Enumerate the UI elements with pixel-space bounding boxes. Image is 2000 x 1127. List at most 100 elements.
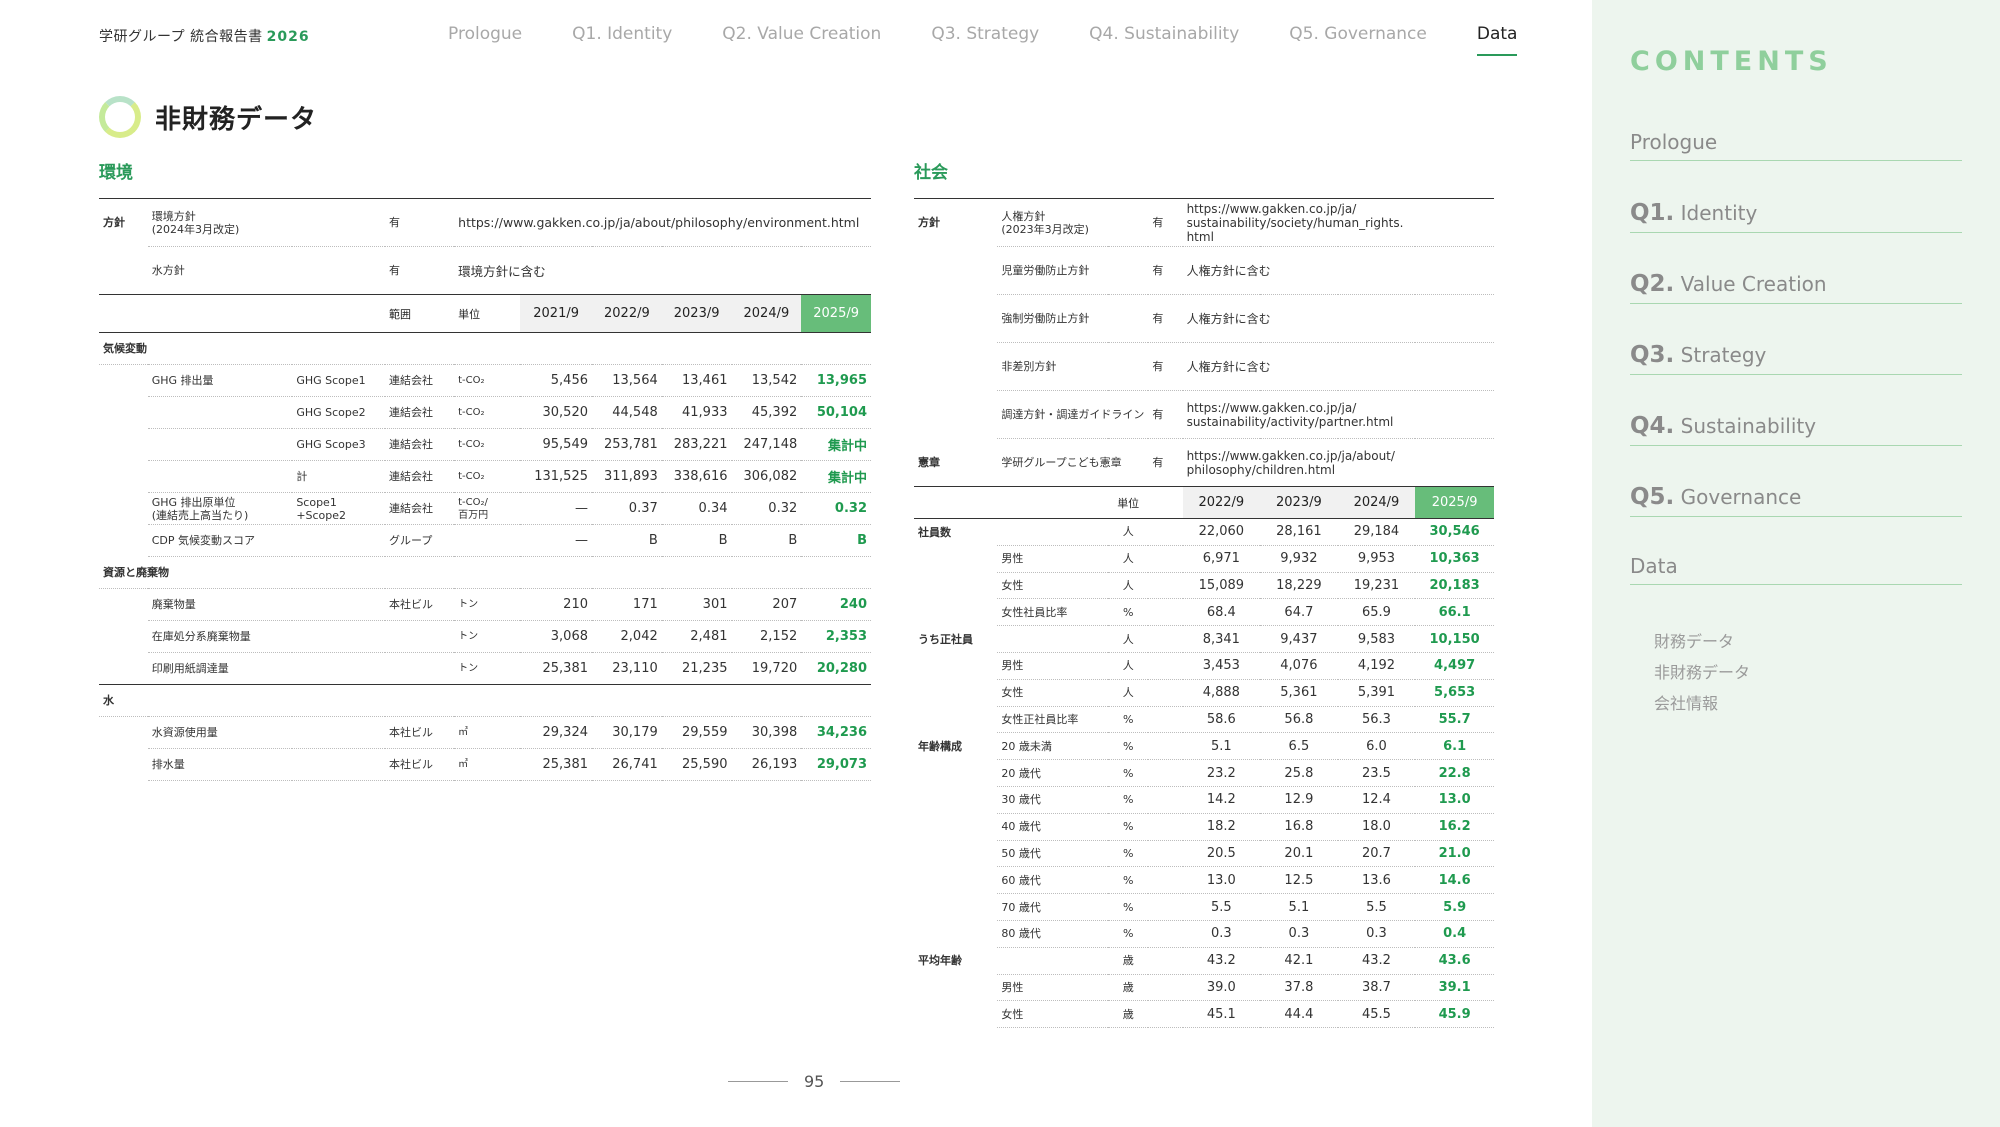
row-value: 22,060 bbox=[1182, 518, 1261, 546]
sidebar-item-label: Sustainability bbox=[1680, 414, 1817, 438]
sidebar-item-governance[interactable]: Q5. Governance bbox=[1630, 484, 1962, 517]
row-sub bbox=[292, 588, 385, 621]
social-policy-row: 強制労働防止方針有人権方針に含む bbox=[914, 294, 1494, 343]
social-data-row: 男性人 3,453 4,076 4,192 4,497 bbox=[914, 652, 1494, 680]
row-value: 42.1 bbox=[1260, 947, 1338, 975]
row-value: 2,481 bbox=[661, 620, 732, 653]
charter-name: 学研グループこども憲章 bbox=[997, 438, 1149, 487]
row-category: うち正社員 bbox=[918, 632, 973, 646]
sidebar-item-prefix: Q3. bbox=[1630, 342, 1675, 368]
row-item: 女性 bbox=[997, 572, 1109, 600]
row-value: 2,152 bbox=[731, 620, 802, 653]
sidebar-item-value-creation[interactable]: Q2. Value Creation bbox=[1630, 271, 1962, 304]
env-group-row: 気候変動 bbox=[99, 332, 871, 365]
env-data-row: CDP 気候変動スコア グループ — B B B B bbox=[99, 524, 871, 557]
nav-tab-q1-identity[interactable]: Q1. Identity bbox=[572, 24, 673, 44]
policy-status: 有 bbox=[384, 246, 455, 295]
row-value: 9,583 bbox=[1337, 625, 1416, 653]
group-label: 水 bbox=[99, 684, 871, 717]
row-value: B bbox=[731, 524, 802, 557]
sidebar-item-identity[interactable]: Q1. Identity bbox=[1630, 200, 1962, 233]
row-value: 253,781 bbox=[592, 428, 662, 461]
sidebar-item-sustainability[interactable]: Q4. Sustainability bbox=[1630, 413, 1962, 446]
row-category bbox=[914, 679, 997, 706]
col-unit: 単位 bbox=[458, 307, 481, 321]
row-item: 40 歳代 bbox=[997, 813, 1109, 841]
sidebar-subitem[interactable]: 財務データ bbox=[1654, 632, 1735, 651]
charter-status: 有 bbox=[1148, 438, 1183, 487]
row-unit: 人 bbox=[1108, 518, 1149, 546]
row-unit: 人 bbox=[1108, 572, 1149, 600]
env-table: 方針 環境方針 (2024年3月改定) 有 https://www.gakken.co.… bbox=[99, 198, 871, 781]
row-unit: % bbox=[1108, 759, 1149, 787]
row-value: 29,559 bbox=[661, 716, 732, 749]
policy-label bbox=[914, 391, 997, 439]
sidebar-item-prologue[interactable]: Prologue bbox=[1630, 130, 1962, 161]
row-value: 21.0 bbox=[1415, 840, 1494, 868]
social-header-row: 単位 2022/9 2023/9 2024/9 2025/9 bbox=[914, 486, 1494, 519]
row-value: 37.8 bbox=[1260, 974, 1338, 1002]
sidebar-item-label: Value Creation bbox=[1680, 272, 1827, 296]
nav-tab-q5-governance[interactable]: Q5. Governance bbox=[1289, 24, 1427, 44]
row-value: 22.8 bbox=[1415, 759, 1494, 787]
row-unit: トン bbox=[454, 652, 521, 685]
row-value: 25,590 bbox=[661, 748, 732, 781]
row-value: 29,324 bbox=[520, 716, 592, 749]
row-scope: 本社ビル bbox=[384, 716, 455, 749]
row-value: 18.0 bbox=[1337, 813, 1416, 841]
row-item: 水資源使用量 bbox=[147, 716, 293, 749]
sidebar-subitem[interactable]: 会社情報 bbox=[1654, 694, 1719, 713]
social-data-row: 女性人 15,089 18,229 19,231 20,183 bbox=[914, 572, 1494, 600]
nav-tab-prologue[interactable]: Prologue bbox=[448, 24, 523, 44]
row-value: 13,542 bbox=[731, 364, 802, 397]
row-scope bbox=[384, 652, 455, 685]
row-value: — bbox=[520, 492, 592, 525]
policy-detail: 人権方針に含む bbox=[1182, 294, 1494, 343]
row-category: 平均年齢 bbox=[918, 954, 962, 968]
sidebar-item-prefix: Q5. bbox=[1630, 484, 1675, 510]
row-item: 20 歳代 bbox=[997, 759, 1109, 787]
row-value: 2,353 bbox=[801, 620, 871, 653]
social-data-row: 40 歳代% 18.2 16.8 18.0 16.2 bbox=[914, 813, 1494, 841]
row-value: 30,546 bbox=[1415, 518, 1494, 546]
row-value: 23,110 bbox=[592, 652, 662, 685]
sidebar-subitem[interactable]: 非財務データ bbox=[1654, 663, 1751, 682]
row-scope: 本社ビル bbox=[384, 588, 455, 621]
row-value: B bbox=[801, 524, 871, 557]
row-value: 13,564 bbox=[592, 364, 662, 397]
row-item: 男性 bbox=[997, 545, 1109, 573]
row-unit: % bbox=[1108, 893, 1149, 921]
nav-tab-q3-strategy[interactable]: Q3. Strategy bbox=[931, 24, 1040, 44]
divider bbox=[840, 1081, 901, 1082]
row-category bbox=[914, 599, 997, 626]
row-unit: % bbox=[1108, 786, 1149, 814]
row-item: 女性社員比率 bbox=[997, 598, 1109, 627]
row-value: 56.3 bbox=[1337, 706, 1416, 734]
policy-status: 有 bbox=[384, 198, 455, 247]
row-item: GHG 排出量 bbox=[147, 364, 293, 397]
row-value: 10,150 bbox=[1415, 625, 1494, 653]
row-value: 43.2 bbox=[1182, 947, 1261, 975]
row-value: 12.9 bbox=[1260, 786, 1338, 814]
page-number: 95 bbox=[712, 1072, 916, 1091]
env-header-row: 範囲 単位 2021/9 2022/9 2023/9 2024/9 2025/9 bbox=[99, 294, 871, 333]
nav-tab-q4-sustainability[interactable]: Q4. Sustainability bbox=[1089, 24, 1240, 44]
row-value: 5.9 bbox=[1415, 893, 1494, 921]
social-data-row: 男性人 6,971 9,932 9,953 10,363 bbox=[914, 545, 1494, 573]
row-item: 男性 bbox=[997, 652, 1109, 680]
row-item: 80 歳代 bbox=[997, 920, 1109, 948]
row-value: 4,076 bbox=[1260, 652, 1338, 680]
social-data-row: 平均年齢歳 43.2 42.1 43.2 43.6 bbox=[914, 947, 1494, 975]
nav-tab-data[interactable]: Data bbox=[1476, 24, 1518, 56]
nav-tab-q2-value-creation[interactable]: Q2. Value Creation bbox=[722, 24, 882, 44]
row-unit: t-CO₂/百万円 bbox=[454, 492, 521, 525]
row-value: 21,235 bbox=[661, 652, 732, 685]
row-item: 60 歳代 bbox=[997, 866, 1109, 895]
sidebar-item-strategy[interactable]: Q3. Strategy bbox=[1630, 342, 1962, 375]
sidebar-item-data[interactable]: Data bbox=[1630, 554, 1962, 585]
row-unit: % bbox=[1108, 706, 1149, 734]
policy-status: 有 bbox=[1148, 294, 1183, 343]
row-unit: 歳 bbox=[1108, 974, 1149, 1002]
row-value: 45.9 bbox=[1415, 1000, 1494, 1029]
col-scope: 範囲 bbox=[388, 307, 411, 321]
